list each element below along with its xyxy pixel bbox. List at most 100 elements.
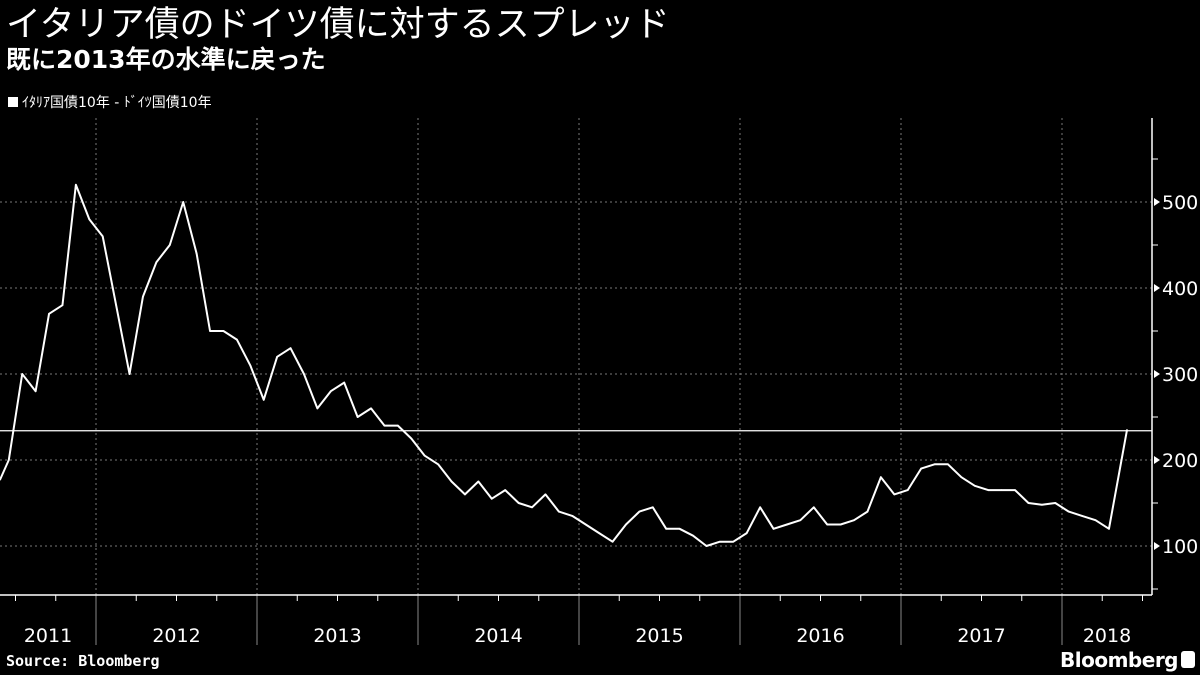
data-point xyxy=(1108,528,1110,530)
x-tick-label: 2012 xyxy=(152,625,200,647)
data-point xyxy=(1027,502,1030,504)
x-tick-label: 2011 xyxy=(24,625,72,647)
data-point xyxy=(826,523,829,526)
data-point xyxy=(249,364,252,367)
data-point xyxy=(437,463,439,466)
data-point xyxy=(182,201,185,203)
data-point xyxy=(397,424,399,427)
data-point xyxy=(101,235,104,238)
y-tick-label: 400 xyxy=(1162,278,1198,300)
data-point xyxy=(383,424,386,427)
data-point xyxy=(155,261,158,264)
y-tick-marker xyxy=(1154,456,1160,464)
data-point xyxy=(544,493,547,496)
brand-logo: Bloomberg xyxy=(1060,648,1178,672)
data-point xyxy=(370,407,372,410)
data-point xyxy=(692,534,694,537)
data-point xyxy=(517,502,520,504)
data-point xyxy=(1014,489,1016,491)
data-point xyxy=(88,218,91,220)
data-point xyxy=(638,510,641,513)
y-tick-marker xyxy=(1154,542,1160,550)
data-point xyxy=(1000,489,1003,491)
data-point xyxy=(7,459,10,461)
data-point xyxy=(651,506,654,509)
y-tick-label: 100 xyxy=(1162,536,1198,558)
y-tick-marker xyxy=(1154,284,1160,292)
y-tick-label: 300 xyxy=(1162,364,1198,386)
data-point xyxy=(21,373,24,375)
data-point xyxy=(678,528,681,530)
data-point xyxy=(987,489,990,491)
data-point xyxy=(222,330,225,332)
data-point xyxy=(799,519,802,521)
y-tick-marker xyxy=(1154,370,1160,378)
data-point xyxy=(531,506,533,509)
data-point xyxy=(329,390,332,393)
data-point xyxy=(262,399,265,401)
chart-title: イタリア債のドイツ債に対するスプレッド xyxy=(6,5,670,45)
data-point xyxy=(142,295,144,298)
legend: ｲﾀﾘｱ国債10年 - ﾄﾞｲﾂ国債10年 xyxy=(8,92,212,112)
data-point xyxy=(745,532,748,534)
x-tick-label: 2013 xyxy=(313,625,361,647)
data-point xyxy=(880,476,882,479)
data-point xyxy=(1126,429,1128,431)
data-point xyxy=(75,184,77,186)
data-point xyxy=(571,515,574,517)
data-point xyxy=(933,463,936,466)
data-point xyxy=(558,510,560,513)
data-point xyxy=(960,476,963,479)
data-point xyxy=(786,523,788,526)
data-point xyxy=(168,244,171,246)
x-tick-label: 2018 xyxy=(1083,625,1131,647)
data-point xyxy=(464,493,466,496)
y-tick-label: 200 xyxy=(1162,450,1198,472)
data-point xyxy=(316,407,319,410)
x-tick-label: 2014 xyxy=(474,625,522,647)
data-point xyxy=(343,381,346,384)
data-point xyxy=(598,532,600,534)
data-point xyxy=(1094,519,1097,521)
data-point xyxy=(276,356,278,358)
data-point xyxy=(1041,503,1043,506)
data-point xyxy=(920,467,922,470)
data-point xyxy=(584,523,587,526)
data-point xyxy=(195,252,198,255)
data-point xyxy=(906,489,909,491)
data-point xyxy=(625,523,627,526)
data-point xyxy=(423,454,426,457)
x-tick-label: 2016 xyxy=(796,625,844,647)
data-point xyxy=(209,330,211,332)
source-note: Source: Bloomberg xyxy=(6,652,160,670)
data-point xyxy=(490,497,493,500)
data-point xyxy=(61,304,64,307)
data-point xyxy=(1081,515,1083,517)
data-point xyxy=(611,540,614,543)
data-point xyxy=(477,480,480,483)
data-point xyxy=(866,510,869,513)
data-point xyxy=(853,519,855,521)
data-point xyxy=(1067,510,1070,513)
data-point xyxy=(812,506,815,509)
legend-swatch xyxy=(8,97,18,107)
data-point xyxy=(947,463,949,466)
data-point xyxy=(732,540,735,543)
data-point xyxy=(665,528,668,530)
data-point xyxy=(0,478,1,481)
data-point xyxy=(973,485,976,487)
data-point xyxy=(410,437,413,440)
data-point xyxy=(893,493,896,496)
data-point xyxy=(303,373,305,375)
chart-subtitle: 既に2013年の水準に戻った xyxy=(6,45,326,74)
legend-label: ｲﾀﾘｱ国債10年 - ﾄﾞｲﾂ国債10年 xyxy=(22,95,212,111)
x-tick-label: 2017 xyxy=(957,625,1005,647)
data-point xyxy=(115,304,117,307)
data-point xyxy=(719,540,721,543)
data-point xyxy=(48,313,50,315)
data-point xyxy=(128,373,131,375)
data-point xyxy=(289,347,292,350)
data-point xyxy=(759,506,761,509)
data-point xyxy=(34,390,37,393)
y-tick-marker xyxy=(1154,198,1160,206)
